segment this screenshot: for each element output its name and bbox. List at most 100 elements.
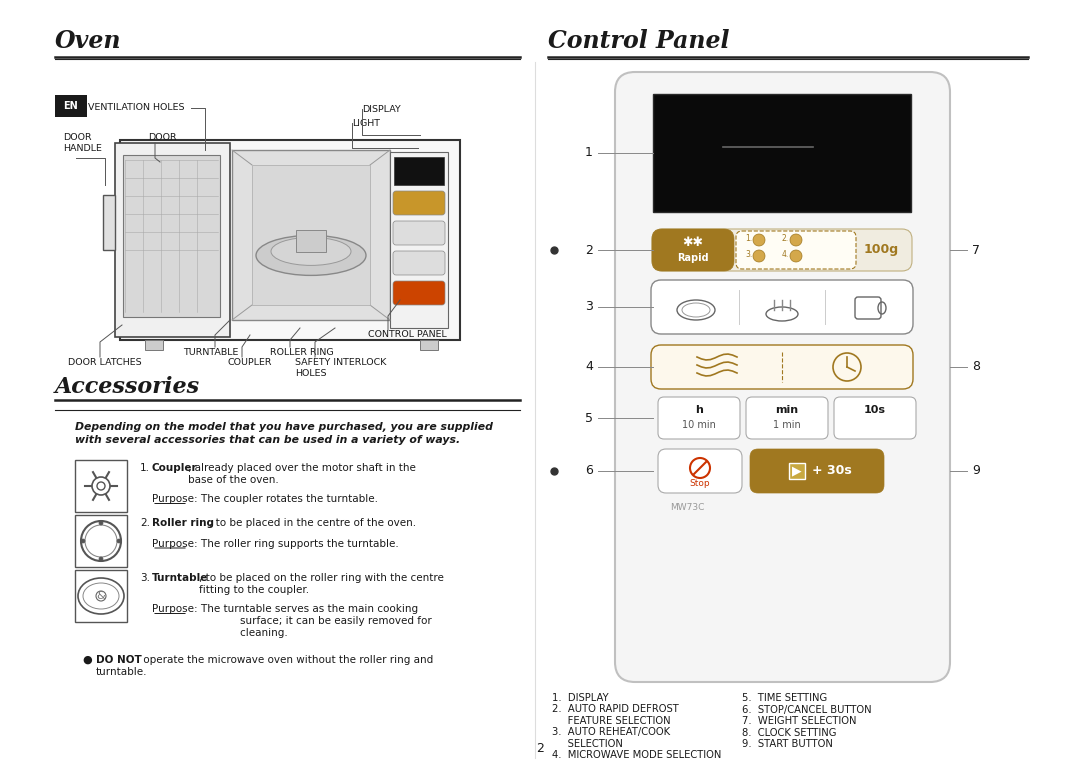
FancyBboxPatch shape	[834, 397, 916, 439]
Ellipse shape	[83, 583, 119, 609]
Text: 2: 2	[585, 243, 593, 256]
Ellipse shape	[677, 300, 715, 320]
Text: 4: 4	[585, 360, 593, 374]
Bar	[123, 155, 220, 317]
Bar	[252, 165, 370, 305]
Text: 5: 5	[585, 411, 593, 424]
Text: &: &	[96, 591, 106, 601]
Text: 3.: 3.	[140, 573, 150, 583]
Text: VENTILATION HOLES: VENTILATION HOLES	[87, 104, 185, 112]
Text: COUPLER: COUPLER	[228, 358, 272, 367]
Text: DOOR LATCHES: DOOR LATCHES	[68, 358, 141, 367]
Text: 1.: 1.	[140, 463, 150, 473]
FancyBboxPatch shape	[615, 72, 950, 682]
Text: MW73C: MW73C	[670, 503, 704, 512]
Circle shape	[81, 539, 85, 543]
Circle shape	[690, 458, 710, 478]
Text: , already placed over the motor shaft in the
base of the oven.: , already placed over the motor shaft in…	[188, 463, 416, 496]
Bar	[103, 195, 114, 250]
FancyBboxPatch shape	[393, 191, 445, 215]
Text: 8: 8	[972, 360, 980, 374]
Ellipse shape	[78, 578, 124, 614]
Text: 9: 9	[972, 465, 980, 478]
Text: 100g: 100g	[863, 243, 899, 256]
Text: 1: 1	[585, 146, 593, 159]
Text: turntable.: turntable.	[96, 667, 148, 677]
Bar	[114, 143, 230, 337]
Text: Roller ring: Roller ring	[152, 518, 214, 528]
FancyBboxPatch shape	[652, 229, 734, 271]
Text: , to be placed on the roller ring with the centre
fitting to the coupler.: , to be placed on the roller ring with t…	[199, 573, 444, 606]
Text: 10s: 10s	[864, 405, 886, 415]
Circle shape	[753, 234, 765, 246]
Circle shape	[97, 482, 105, 490]
Text: 4.  MICROWAVE MODE SELECTION: 4. MICROWAVE MODE SELECTION	[552, 751, 721, 761]
FancyBboxPatch shape	[651, 345, 913, 389]
Text: Depending on the model that you have purchased, you are supplied
with several ac: Depending on the model that you have pur…	[75, 422, 492, 445]
Text: 2.  AUTO RAPID DEFROST: 2. AUTO RAPID DEFROST	[552, 704, 678, 714]
Ellipse shape	[256, 236, 366, 275]
Text: 2.: 2.	[140, 518, 150, 528]
Text: 1 min: 1 min	[773, 420, 801, 430]
Ellipse shape	[271, 237, 351, 266]
Text: 2: 2	[536, 742, 544, 755]
Text: 3.: 3.	[745, 250, 753, 259]
Text: ●: ●	[82, 655, 92, 665]
Text: The roller ring supports the turntable.: The roller ring supports the turntable.	[188, 539, 399, 549]
Text: 10 min: 10 min	[683, 420, 716, 430]
Text: Control Panel: Control Panel	[548, 29, 729, 53]
Text: The coupler rotates the turntable.: The coupler rotates the turntable.	[188, 494, 378, 504]
Text: ▶: ▶	[793, 465, 801, 478]
Text: 4.: 4.	[782, 250, 789, 259]
Text: , to be placed in the centre of the oven.: , to be placed in the centre of the oven…	[210, 518, 416, 539]
Text: CONTROL PANEL: CONTROL PANEL	[368, 330, 447, 339]
Text: 3.  AUTO REHEAT/COOK: 3. AUTO REHEAT/COOK	[552, 727, 670, 738]
Circle shape	[753, 250, 765, 262]
Text: 1.  DISPLAY: 1. DISPLAY	[552, 693, 609, 703]
Text: 6: 6	[585, 465, 593, 478]
FancyBboxPatch shape	[746, 397, 828, 439]
Text: Purpose:: Purpose:	[152, 604, 198, 614]
FancyBboxPatch shape	[652, 229, 912, 271]
Circle shape	[117, 539, 121, 543]
Text: 8.  CLOCK SETTING: 8. CLOCK SETTING	[742, 727, 837, 738]
Circle shape	[99, 521, 103, 525]
Text: + 30s: + 30s	[812, 465, 852, 478]
FancyBboxPatch shape	[735, 231, 856, 269]
Text: DOOR
HANDLE: DOOR HANDLE	[63, 133, 102, 153]
Text: Turntable: Turntable	[152, 573, 208, 583]
Text: 7: 7	[972, 243, 980, 256]
Text: 5.  TIME SETTING: 5. TIME SETTING	[742, 693, 827, 703]
FancyBboxPatch shape	[393, 221, 445, 245]
Bar	[394, 157, 444, 185]
Text: EN: EN	[64, 101, 79, 111]
FancyBboxPatch shape	[855, 297, 881, 319]
Circle shape	[85, 525, 117, 557]
Text: Rapid: Rapid	[677, 253, 708, 263]
Circle shape	[81, 521, 121, 561]
Text: FEATURE SELECTION: FEATURE SELECTION	[552, 716, 671, 726]
FancyBboxPatch shape	[658, 397, 740, 439]
Text: SAFETY INTERLOCK
HOLES: SAFETY INTERLOCK HOLES	[295, 358, 387, 378]
Circle shape	[789, 234, 802, 246]
Bar	[55, 95, 87, 117]
Bar	[120, 140, 460, 340]
Text: ✱✱: ✱✱	[683, 237, 703, 250]
Circle shape	[99, 557, 103, 561]
Text: DISPLAY: DISPLAY	[362, 105, 401, 114]
Text: 9.  START BUTTON: 9. START BUTTON	[742, 739, 833, 749]
Text: SELECTION: SELECTION	[552, 739, 623, 749]
Text: 6.  STOP/CANCEL BUTTON: 6. STOP/CANCEL BUTTON	[742, 704, 872, 714]
FancyBboxPatch shape	[750, 449, 885, 493]
Circle shape	[96, 591, 106, 601]
Text: 3: 3	[585, 301, 593, 314]
Bar	[420, 340, 438, 350]
FancyBboxPatch shape	[651, 280, 913, 334]
Text: Purpose:: Purpose:	[152, 539, 198, 549]
Bar	[653, 94, 912, 212]
Text: ROLLER RING: ROLLER RING	[270, 348, 334, 357]
FancyBboxPatch shape	[393, 281, 445, 305]
Circle shape	[789, 250, 802, 262]
Text: 2.: 2.	[782, 234, 789, 243]
Text: operate the microwave oven without the roller ring and: operate the microwave oven without the r…	[140, 655, 433, 665]
